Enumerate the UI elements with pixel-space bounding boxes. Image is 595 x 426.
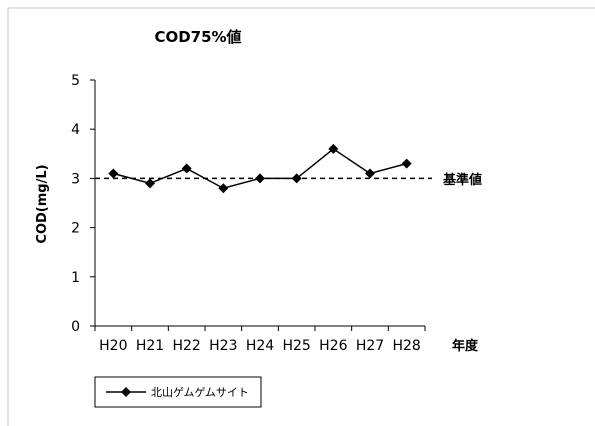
x-tick-label: H21 xyxy=(136,338,164,354)
legend-label: 北山ゲムゲムサイト xyxy=(151,386,249,399)
data-point-marker xyxy=(181,163,192,174)
data-point-marker xyxy=(291,173,302,184)
data-point-marker xyxy=(108,168,119,179)
y-tick-label: 2 xyxy=(71,221,80,237)
y-tick-label: 4 xyxy=(71,122,80,138)
data-point-marker xyxy=(145,178,155,189)
y-axis-ticks: 0 1 2 3 4 5 xyxy=(71,73,95,335)
x-tick-label: H28 xyxy=(392,338,420,354)
x-tick-label: H20 xyxy=(99,338,127,354)
y-tick-label: 0 xyxy=(71,319,80,335)
data-point-marker xyxy=(218,183,229,194)
y-tick-label: 3 xyxy=(71,171,80,187)
y-tick-label: 1 xyxy=(71,270,80,286)
data-point-marker xyxy=(401,158,412,169)
x-axis-title: 年度 xyxy=(452,338,479,354)
legend-marker-diamond xyxy=(121,387,131,397)
reference-line-label: 基準値 xyxy=(442,172,482,188)
x-tick-label: H23 xyxy=(209,338,237,354)
x-tick-label: H27 xyxy=(356,338,384,354)
data-point-marker xyxy=(365,168,375,179)
x-tick-label: H22 xyxy=(172,338,200,354)
y-axis-title: COD(mg/L) xyxy=(35,164,50,243)
x-axis-ticks: H20 H21 H22 H23 H24 H25 H26 H27 H28 xyxy=(94,326,426,354)
data-point-marker xyxy=(328,143,339,154)
x-tick-label: H26 xyxy=(319,338,347,354)
series-layer xyxy=(108,143,412,194)
x-tick-label: H25 xyxy=(282,338,310,354)
y-tick-label: 5 xyxy=(71,73,80,89)
chart-title: COD75%値 xyxy=(154,28,241,46)
x-tick-label: H24 xyxy=(246,338,274,354)
data-point-marker xyxy=(255,173,265,184)
